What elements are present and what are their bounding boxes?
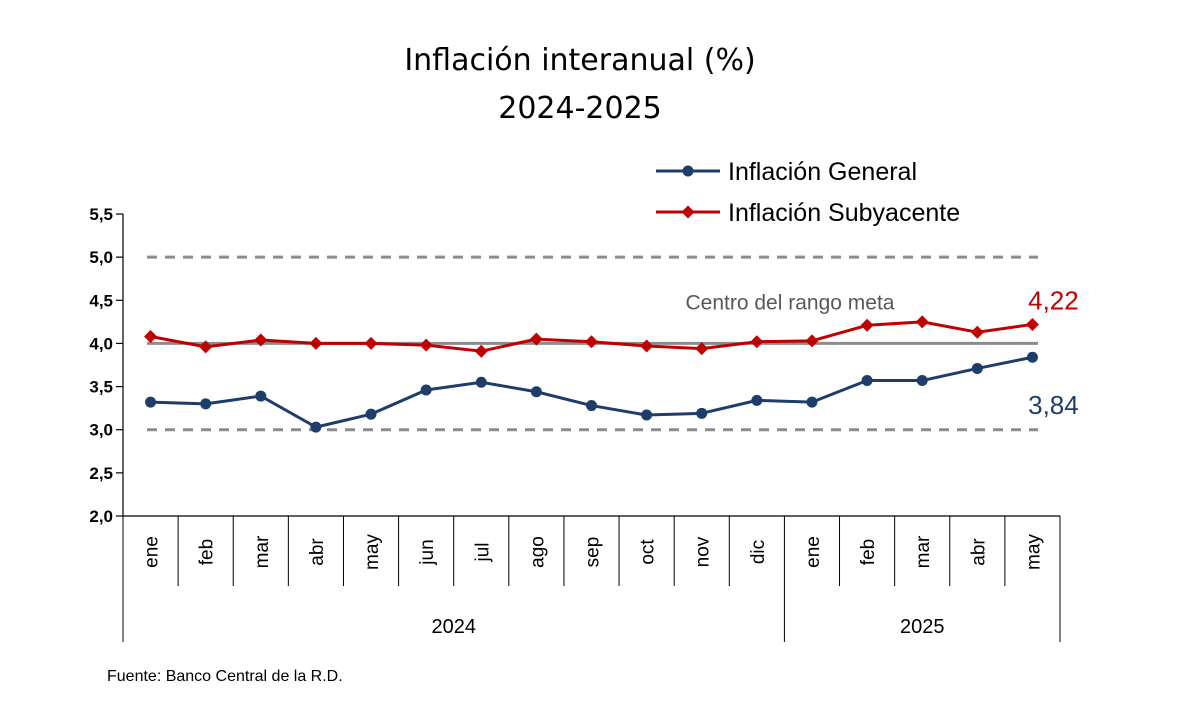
axes: 2,0 2,5 3,0 3,5 4,0 4,5 5,0 5,5 ene feb mar abr may j… bbox=[89, 205, 1061, 642]
legend: Inflación General Inflación Subyacente bbox=[656, 158, 960, 227]
x-tick-label-mar: mar bbox=[252, 535, 273, 568]
x-tick-label-mar: mar bbox=[913, 535, 934, 568]
data-point-subyacente bbox=[309, 336, 323, 350]
x-tick-label-jun: jun bbox=[417, 539, 438, 565]
year-label-2025: 2025 bbox=[900, 616, 945, 638]
data-point-general bbox=[641, 409, 653, 421]
x-tick-label-feb: feb bbox=[197, 539, 218, 565]
data-point-general bbox=[255, 390, 267, 402]
legend-item-subyacente: Inflación Subyacente bbox=[656, 199, 960, 227]
source-note: Fuente: Banco Central de la R.D. bbox=[107, 668, 343, 685]
x-tick-label-may: may bbox=[362, 534, 383, 570]
data-point-subyacente bbox=[1025, 317, 1039, 331]
data-point-subyacente bbox=[860, 318, 874, 332]
data-point-general bbox=[200, 398, 212, 410]
legend-marker-subyacente bbox=[681, 205, 695, 219]
y-tick-label: 4,0 bbox=[89, 334, 113, 353]
data-point-subyacente bbox=[585, 335, 598, 349]
y-tick-label: 3,0 bbox=[89, 421, 113, 440]
chart-title: Inflación interanual (%) bbox=[404, 43, 755, 78]
data-point-general bbox=[530, 386, 542, 398]
data-point-subyacente bbox=[364, 336, 378, 350]
data-point-subyacente bbox=[529, 332, 543, 346]
data-point-subyacente bbox=[695, 342, 709, 356]
data-point-general bbox=[971, 362, 983, 374]
data-point-general bbox=[751, 394, 763, 406]
x-tick-label-nov: nov bbox=[693, 536, 714, 567]
end-value-label-subyacente: 4,22 bbox=[1028, 285, 1079, 315]
x-tick-label-may: may bbox=[1023, 534, 1044, 570]
legend-label-subyacente: Inflación Subyacente bbox=[728, 199, 960, 227]
legend-marker-general bbox=[682, 165, 694, 177]
data-point-general bbox=[916, 375, 928, 387]
data-point-general bbox=[145, 396, 157, 408]
x-tick-label-abr: abr bbox=[968, 538, 989, 566]
y-tick-label: 4,5 bbox=[89, 291, 113, 310]
x-tick-label-sep: sep bbox=[583, 537, 604, 568]
data-point-general bbox=[806, 396, 818, 408]
legend-item-general: Inflación General bbox=[656, 158, 917, 186]
data-point-subyacente bbox=[915, 315, 929, 329]
series-layer: 3,84 4,22 bbox=[144, 285, 1079, 433]
data-point-subyacente bbox=[640, 339, 654, 353]
data-point-general bbox=[696, 407, 708, 419]
y-tick-label: 2,5 bbox=[89, 464, 113, 483]
x-tick-label-oct: oct bbox=[638, 539, 659, 565]
reference-line-label: Centro del rango meta bbox=[686, 291, 895, 314]
legend-label-general: Inflación General bbox=[728, 158, 917, 186]
data-point-subyacente bbox=[419, 338, 433, 352]
y-tick-label: 2,0 bbox=[89, 507, 113, 526]
data-point-subyacente bbox=[254, 333, 268, 347]
data-point-general bbox=[310, 421, 322, 433]
data-point-general bbox=[365, 408, 377, 420]
year-label-2024: 2024 bbox=[431, 616, 476, 638]
data-point-general bbox=[586, 400, 597, 412]
data-point-subyacente bbox=[144, 330, 158, 344]
x-tick-label-dic: dic bbox=[748, 540, 769, 564]
data-point-general bbox=[861, 375, 873, 387]
data-point-subyacente bbox=[750, 335, 764, 349]
x-tick-label-abr: abr bbox=[307, 538, 328, 566]
y-tick-label: 5,5 bbox=[89, 205, 113, 224]
series-line-general bbox=[150, 355, 1033, 429]
data-point-subyacente bbox=[805, 334, 819, 348]
data-point-general bbox=[1026, 351, 1038, 363]
series-general: 3,84 bbox=[145, 351, 1079, 433]
data-point-general bbox=[420, 384, 432, 396]
x-tick-label-ene: ene bbox=[803, 536, 824, 568]
end-value-label-general: 3,84 bbox=[1028, 390, 1079, 420]
data-point-subyacente bbox=[970, 325, 984, 339]
x-tick-label-jul: jul bbox=[472, 542, 493, 562]
y-tick-label: 5,0 bbox=[89, 248, 113, 267]
x-tick-label-feb: feb bbox=[858, 539, 879, 565]
data-point-general bbox=[475, 376, 487, 388]
y-tick-label: 3,5 bbox=[89, 378, 113, 397]
x-tick-label-ene: ene bbox=[142, 536, 163, 568]
series-subyacente: 4,22 bbox=[144, 285, 1079, 358]
chart-subtitle: 2024-2025 bbox=[498, 91, 662, 126]
data-point-subyacente bbox=[474, 344, 488, 358]
x-tick-label-ago: ago bbox=[527, 536, 548, 568]
data-point-subyacente bbox=[199, 340, 213, 354]
